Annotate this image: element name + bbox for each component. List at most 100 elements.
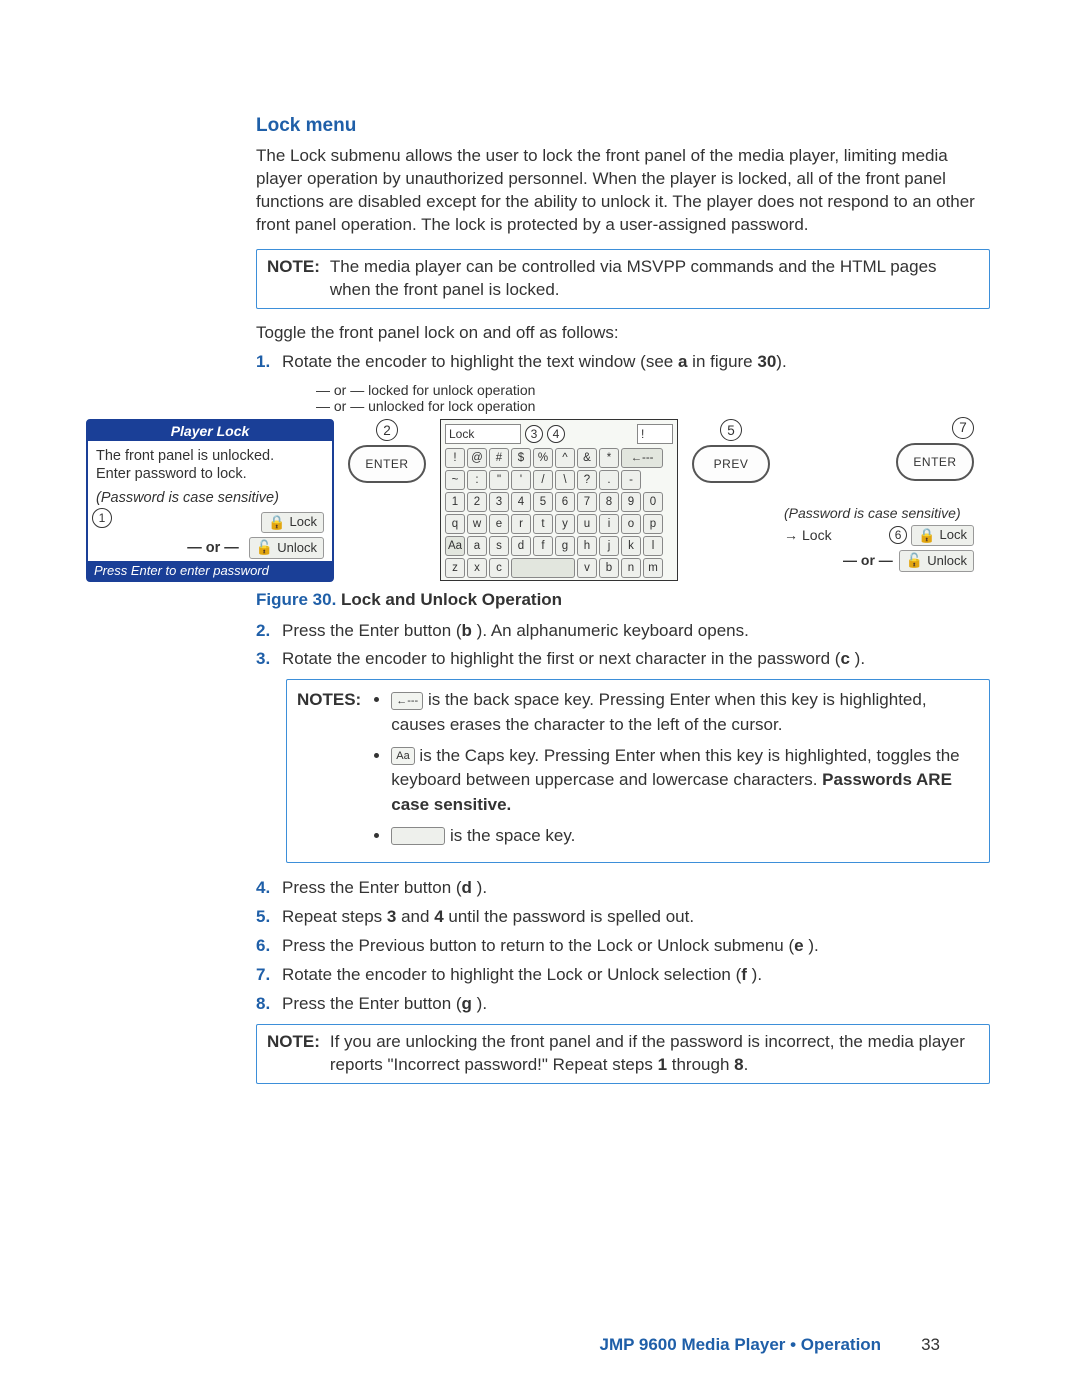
- key[interactable]: *: [599, 448, 619, 468]
- step-3: 3. Rotate the encoder to highlight the f…: [256, 648, 990, 671]
- key[interactable]: y: [555, 514, 575, 534]
- key[interactable]: 5: [533, 492, 553, 512]
- key[interactable]: g: [555, 536, 575, 556]
- key[interactable]: :: [467, 470, 487, 490]
- key[interactable]: v: [577, 558, 597, 578]
- step-number: 1.: [256, 351, 274, 374]
- key[interactable]: 8: [599, 492, 619, 512]
- unlock-label: Unlock: [927, 553, 967, 569]
- ref-g: g: [462, 994, 472, 1013]
- key[interactable]: r: [511, 514, 531, 534]
- step-5: 5. Repeat steps 3 and 4 until the passwo…: [256, 906, 990, 929]
- note-label: NOTE:: [267, 1031, 320, 1077]
- caps-key-icon: Aa: [391, 747, 414, 765]
- unlock-button[interactable]: 🔓Unlock: [249, 537, 324, 559]
- panel-footer: Press Enter to enter password: [88, 561, 332, 580]
- key[interactable]: ^: [555, 448, 575, 468]
- key[interactable]: 9: [621, 492, 641, 512]
- unlock-button-2[interactable]: 🔓Unlock: [899, 550, 974, 572]
- key[interactable]: ': [511, 470, 531, 490]
- key[interactable]: 0: [643, 492, 663, 512]
- notes-box: NOTES: ←--- is the back space key. Press…: [286, 679, 990, 863]
- key[interactable]: i: [599, 514, 619, 534]
- key[interactable]: ": [489, 470, 509, 490]
- key[interactable]: 2: [467, 492, 487, 512]
- key[interactable]: l: [643, 536, 663, 556]
- note-label: NOTE:: [267, 256, 320, 302]
- key[interactable]: 3: [489, 492, 509, 512]
- step-number: 8.: [256, 993, 274, 1016]
- key[interactable]: 1: [445, 492, 465, 512]
- key[interactable]: .: [599, 470, 619, 490]
- step-text: Press the Enter button (: [282, 878, 462, 897]
- key[interactable]: 6: [555, 492, 575, 512]
- key[interactable]: !: [445, 448, 465, 468]
- steps-list-3: 4. Press the Enter button (d ). 5. Repea…: [256, 877, 990, 1016]
- step-number: 5.: [256, 906, 274, 929]
- key[interactable]: q: [445, 514, 465, 534]
- key[interactable]: s: [489, 536, 509, 556]
- key[interactable]: ?: [577, 470, 597, 490]
- key[interactable]: j: [599, 536, 619, 556]
- or-annotation: — or — locked for unlock operation — or …: [316, 382, 906, 416]
- key[interactable]: z: [445, 558, 465, 578]
- key[interactable]: k: [621, 536, 641, 556]
- encoder-prev: 5 PREV: [692, 419, 770, 483]
- lock-button-2[interactable]: 🔒Lock: [911, 525, 974, 547]
- section-title: Lock menu: [256, 115, 990, 137]
- prev-button[interactable]: PREV: [692, 445, 770, 483]
- backspace-key[interactable]: ←---: [621, 448, 663, 468]
- key[interactable]: #: [489, 448, 509, 468]
- key[interactable]: e: [489, 514, 509, 534]
- key[interactable]: %: [533, 448, 553, 468]
- key[interactable]: &: [577, 448, 597, 468]
- key[interactable]: n: [621, 558, 641, 578]
- enter-button[interactable]: ENTER: [348, 445, 426, 483]
- key[interactable]: t: [533, 514, 553, 534]
- backspace-key-icon: ←---: [391, 692, 423, 710]
- key[interactable]: c: [489, 558, 509, 578]
- arrow-icon: →: [784, 527, 798, 545]
- key[interactable]: h: [577, 536, 597, 556]
- caps-key[interactable]: Aa: [445, 536, 465, 556]
- key[interactable]: -: [621, 470, 641, 490]
- key[interactable]: /: [533, 470, 553, 490]
- key[interactable]: w: [467, 514, 487, 534]
- unlock-icon: 🔓: [906, 552, 923, 570]
- key[interactable]: f: [533, 536, 553, 556]
- key[interactable]: a: [467, 536, 487, 556]
- fig-ref: 30: [757, 352, 776, 371]
- step-6: 6. Press the Previous button to return t…: [256, 935, 990, 958]
- callout-4: 4: [547, 425, 565, 443]
- enter-button-2[interactable]: ENTER: [896, 443, 974, 481]
- ref-c: c: [840, 649, 849, 668]
- figure-caption: Figure 30. Lock and Unlock Operation: [256, 590, 990, 610]
- key[interactable]: x: [467, 558, 487, 578]
- fig-text: Lock and Unlock Operation: [336, 590, 562, 609]
- key[interactable]: m: [643, 558, 663, 578]
- footer-title: JMP 9600 Media Player • Operation: [600, 1335, 882, 1355]
- panel-text-1: The front panel is unlocked.: [96, 447, 324, 465]
- key[interactable]: \: [555, 470, 575, 490]
- ref-8: 8: [734, 1055, 743, 1074]
- callout-6: 6: [889, 526, 907, 544]
- steps-list-1: 1. Rotate the encoder to highlight the t…: [256, 351, 990, 374]
- step-text: in figure: [687, 352, 757, 371]
- steps-list-2: 2. Press the Enter button (b ). An alpha…: [256, 620, 990, 672]
- key[interactable]: ~: [445, 470, 465, 490]
- step-text: Press the Enter button (: [282, 994, 462, 1013]
- key[interactable]: $: [511, 448, 531, 468]
- note-text: .: [744, 1055, 749, 1074]
- key[interactable]: 4: [511, 492, 531, 512]
- key[interactable]: @: [467, 448, 487, 468]
- step-8: 8. Press the Enter button (g ).: [256, 993, 990, 1016]
- key[interactable]: o: [621, 514, 641, 534]
- key[interactable]: 7: [577, 492, 597, 512]
- lock-button[interactable]: 🔒Lock: [261, 512, 324, 534]
- key[interactable]: p: [643, 514, 663, 534]
- space-key[interactable]: [511, 558, 575, 578]
- key[interactable]: b: [599, 558, 619, 578]
- key[interactable]: u: [577, 514, 597, 534]
- key[interactable]: d: [511, 536, 531, 556]
- or-line-2: — or — unlocked for lock operation: [316, 398, 906, 415]
